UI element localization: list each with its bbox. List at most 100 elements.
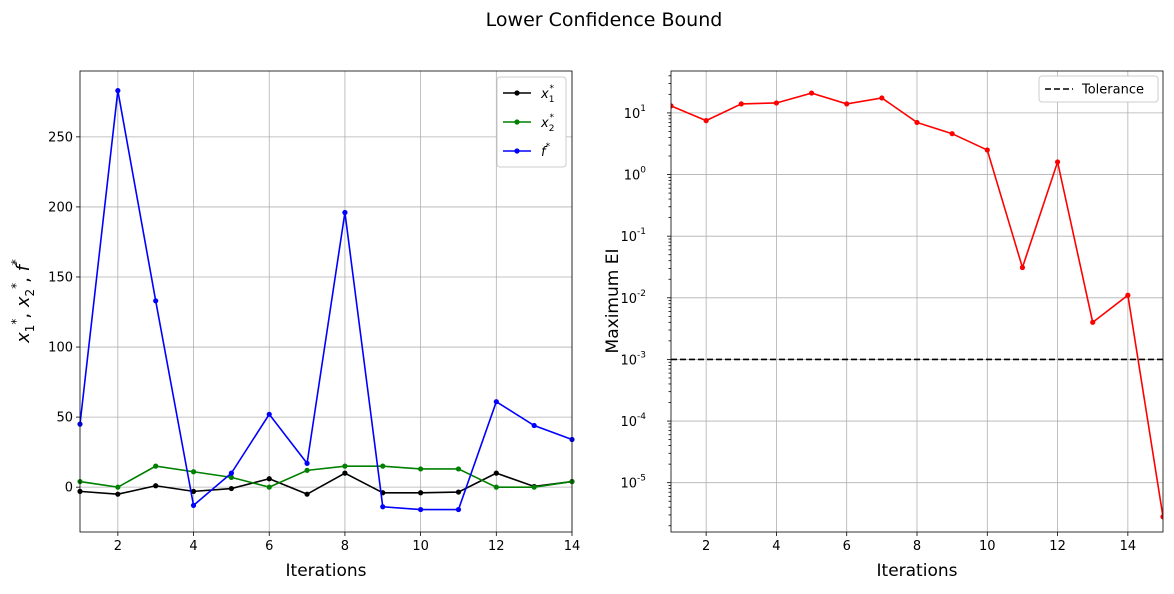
figure-title: Lower Confidence Bound (486, 9, 723, 31)
data-point (1019, 264, 1026, 271)
y-tick-label: 10-4 (620, 412, 646, 430)
data-point (1125, 292, 1131, 298)
data-point (304, 467, 310, 473)
legend: Tolerance (1038, 75, 1159, 103)
x-axis-label: Iterations (286, 561, 367, 581)
data-point (773, 100, 780, 106)
data-point (380, 504, 386, 510)
data-point (808, 90, 815, 96)
data-point (703, 118, 709, 124)
y-tick-label: 101 (624, 104, 646, 122)
x-tick-label: 6 (843, 539, 851, 554)
data-point (493, 484, 499, 490)
x-tick-label: 12 (488, 539, 505, 554)
data-point (418, 466, 424, 472)
y-axis-label: Maximum EI (603, 249, 623, 354)
data-point (531, 484, 537, 490)
x-tick-label: 8 (341, 539, 349, 554)
x-tick-label: 4 (772, 539, 780, 554)
data-point (266, 411, 272, 417)
x-tick-label: 14 (564, 539, 581, 554)
x-axis-label: Iterations (877, 561, 958, 581)
data-point (879, 95, 885, 101)
data-point (228, 485, 234, 492)
y-tick-label: 100 (624, 166, 647, 184)
data-point (342, 209, 348, 216)
data-point (380, 463, 386, 469)
y-tick-label: 0 (65, 481, 73, 496)
data-point (190, 469, 197, 475)
y-tick-label: 50 (56, 411, 73, 426)
y-tick-label: 10-2 (620, 289, 646, 307)
legend-marker (514, 119, 520, 125)
legend-label: x1* (540, 84, 554, 105)
legend: x1* x2* f* (496, 76, 567, 168)
data-point (1090, 319, 1096, 325)
data-point (738, 101, 744, 107)
data-point (304, 491, 310, 497)
data-point (115, 88, 121, 94)
data-point (153, 483, 159, 489)
x-tick-label: 4 (189, 539, 197, 554)
y-tick-label: 150 (48, 270, 73, 285)
data-point (949, 131, 955, 137)
y-tick-label: 10-5 (620, 474, 646, 492)
data-point (455, 489, 462, 495)
data-point (228, 470, 234, 476)
series-line (79, 90, 573, 511)
x-tick-label: 14 (1120, 539, 1137, 554)
data-point (342, 470, 348, 476)
legend-marker (514, 148, 520, 154)
x-tick-label: 10 (412, 539, 429, 554)
legend-label: x2* (540, 113, 554, 134)
legend-label: Tolerance (1081, 83, 1144, 98)
data-point (984, 147, 990, 153)
data-point (228, 474, 234, 480)
y-tick-label: 10-3 (620, 350, 646, 368)
data-point (115, 484, 121, 490)
data-point (418, 506, 424, 513)
data-point (342, 463, 348, 469)
series-group (671, 90, 1163, 520)
data-point (455, 506, 462, 513)
x-tick-label: 12 (1049, 539, 1066, 554)
x-tick-label: 2 (702, 539, 710, 554)
data-point (671, 103, 674, 109)
x-tick-label: 6 (265, 539, 273, 554)
y-tick-label: 10-1 (620, 227, 646, 245)
left-chart: 2 4 6 8 10 12 14 0 50 100 150 200 250 Iterations x1*, … (9, 70, 581, 581)
x-tick-label: 8 (913, 539, 921, 554)
data-point (493, 399, 499, 405)
data-point (153, 463, 159, 469)
right-chart: 2 4 6 8 10 12 14 10-5 10-4 10-3 10-2 10-1 100 101 Iter… (603, 70, 1164, 581)
legend-marker (514, 90, 520, 96)
data-point (531, 422, 537, 429)
series-line (79, 472, 573, 496)
data-point (455, 466, 462, 472)
x-tick-label: 10 (979, 539, 996, 554)
data-point (190, 502, 197, 508)
data-point (304, 460, 310, 466)
data-point (914, 119, 920, 126)
y-tick-label: 250 (48, 130, 73, 145)
y-axis-label: x1*, x2*, f* (9, 259, 37, 344)
x-tick-label: 2 (114, 539, 122, 554)
series-line (79, 465, 573, 489)
data-point (418, 490, 424, 496)
data-point (115, 491, 121, 497)
data-point (190, 488, 197, 494)
legend-box (1038, 75, 1159, 103)
data-point (493, 470, 499, 476)
data-point (153, 298, 159, 304)
data-point (844, 101, 850, 107)
y-tick-label: 200 (48, 200, 73, 215)
plot-frame (79, 70, 573, 533)
legend-label: f* (541, 142, 551, 160)
data-point (1160, 514, 1163, 520)
data-point (266, 476, 272, 482)
y-tick-label: 100 (48, 341, 73, 356)
data-point (1054, 159, 1061, 165)
data-point (266, 484, 272, 490)
legend-box (496, 76, 567, 168)
